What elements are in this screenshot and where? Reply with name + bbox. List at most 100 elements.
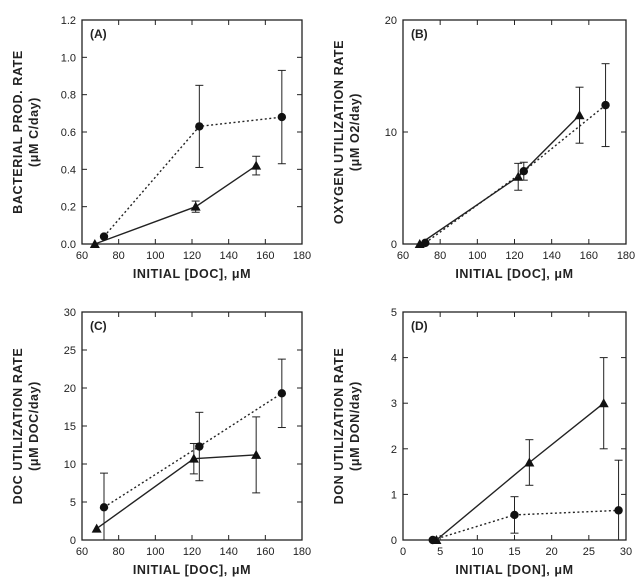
x-tick-label: 140 (219, 546, 237, 558)
data-point-circle (510, 510, 519, 520)
x-tick-label: 120 (505, 250, 523, 262)
x-axis-label: INITIAL [DON], μM (455, 563, 573, 577)
x-tick-label: 80 (434, 250, 446, 262)
x-tick-label: 120 (183, 250, 201, 262)
y-tick-label: 0.8 (61, 90, 76, 102)
data-point-circle (519, 167, 528, 176)
data-point-triangle (574, 110, 585, 120)
x-tick-label: 140 (542, 250, 560, 262)
data-point-circle (614, 506, 623, 515)
y-axis-label: BACTERIAL PROD. RATE (11, 50, 25, 214)
data-point-circle (428, 535, 437, 545)
x-tick-label: 80 (113, 546, 125, 558)
x-tick-label: 120 (183, 546, 201, 558)
x-axis-label: INITIAL [DOC], μM (133, 267, 251, 281)
data-point-circle (195, 122, 204, 131)
plot-frame (81, 311, 303, 541)
y-tick-label: 10 (64, 459, 76, 471)
data-point-circle (277, 389, 287, 398)
y-tick-label: 0.0 (61, 239, 76, 251)
x-tick-label: 100 (146, 250, 164, 262)
data-point-triangle (89, 239, 100, 248)
panel-label: (D) (411, 319, 428, 333)
x-tick-label: 20 (546, 546, 558, 558)
data-point-triangle (91, 523, 102, 533)
y-axis-unit-label: (μM DON/day) (348, 381, 362, 471)
panel-b: 60 80 100 120 140 160 180 0 10 20 (B) INITIAL [DOC]… (332, 15, 635, 281)
series-line-triangle (435, 402, 605, 541)
y-tick-label: 15 (64, 421, 76, 433)
x-tick-label: 140 (219, 250, 237, 262)
y-tick-label: 1.2 (61, 15, 76, 27)
x-tick-label: 180 (293, 546, 311, 558)
x-tick-label: 180 (293, 250, 311, 262)
series-line-circle (432, 509, 619, 541)
data-point-triangle (190, 201, 201, 211)
x-tick-label: 60 (76, 250, 88, 262)
y-tick-label: 10 (385, 127, 397, 139)
x-tick-label: 100 (468, 250, 486, 262)
data-point-triangle (598, 398, 609, 408)
y-tick-label: 1 (391, 489, 397, 501)
data-point-triangle (414, 239, 425, 248)
panel-label: (C) (90, 319, 107, 333)
y-axis-unit-label: (μM C/day) (27, 97, 41, 167)
panel-label: (B) (411, 27, 428, 41)
series-line-circle (103, 392, 283, 508)
data-point-circle (277, 112, 287, 122)
data-point-triangle (251, 449, 262, 459)
data-point-circle (99, 232, 109, 241)
y-tick-label: 20 (64, 383, 76, 395)
y-tick-label: 20 (385, 15, 397, 27)
x-tick-label: 80 (113, 250, 125, 262)
x-tick-label: 25 (583, 546, 595, 558)
series-line-triangle (96, 454, 257, 530)
y-tick-label: 3 (391, 398, 397, 410)
x-tick-label: 180 (617, 250, 635, 262)
y-tick-label: 30 (64, 307, 76, 319)
x-tick-label: 60 (76, 546, 88, 558)
y-tick-label: 0 (391, 239, 397, 251)
panel-d: 0 5 10 15 20 25 30 0 1 2 3 4 5 (D) INITIAL [DON], μM DO… (332, 307, 632, 577)
series-line-triangle (419, 114, 580, 245)
x-axis-label: INITIAL [DOC], μM (133, 563, 251, 577)
data-point-circle (601, 100, 610, 110)
x-tick-label: 160 (256, 546, 274, 558)
y-tick-label: 0.6 (61, 127, 76, 139)
y-tick-label: 4 (391, 353, 397, 365)
y-tick-label: 2 (391, 444, 397, 456)
y-tick-label: 5 (391, 307, 397, 319)
y-tick-label: 0 (391, 535, 397, 547)
x-tick-label: 160 (256, 250, 274, 262)
series-line-circle (103, 116, 282, 237)
x-tick-label: 160 (580, 250, 598, 262)
x-axis-label: INITIAL [DOC], μM (455, 267, 573, 281)
series-line-triangle (94, 165, 257, 245)
x-tick-label: 15 (508, 546, 520, 558)
y-tick-label: 1.0 (61, 52, 76, 64)
data-point-triangle (524, 457, 535, 467)
x-tick-label: 30 (620, 546, 632, 558)
data-point-triangle (188, 453, 199, 463)
y-axis-unit-label: (μM O2/day) (348, 93, 362, 171)
y-axis-label: OXYGEN UTILIZATION RATE (332, 40, 346, 224)
x-tick-label: 100 (146, 546, 164, 558)
panel-a: 60 80 100 120 140 160 180 0.0 0.2 0.4 0.6 0.8 1.0 1.2… (11, 15, 311, 281)
y-axis-label: DOC UTILIZATION RATE (11, 348, 25, 505)
panel-label: (A) (90, 27, 107, 41)
y-tick-label: 0.4 (61, 164, 76, 176)
x-tick-label: 10 (471, 546, 483, 558)
x-tick-label: 5 (437, 546, 443, 558)
y-tick-label: 5 (70, 497, 76, 509)
data-point-triangle (251, 160, 262, 170)
y-axis-unit-label: (μM DOC/day) (27, 381, 41, 471)
y-tick-label: 25 (64, 345, 76, 357)
data-point-circle (421, 238, 430, 248)
x-tick-label: 60 (397, 250, 409, 262)
data-point-circle (99, 503, 109, 512)
y-tick-label: 0 (70, 535, 76, 547)
y-axis-label: DON UTILIZATION RATE (332, 348, 346, 505)
data-point-triangle (513, 171, 524, 181)
x-tick-label: 0 (400, 546, 406, 558)
panel-c: 60 80 100 120 140 160 180 0 5 10 15 20 25 30 (C) INITIA… (11, 307, 311, 577)
